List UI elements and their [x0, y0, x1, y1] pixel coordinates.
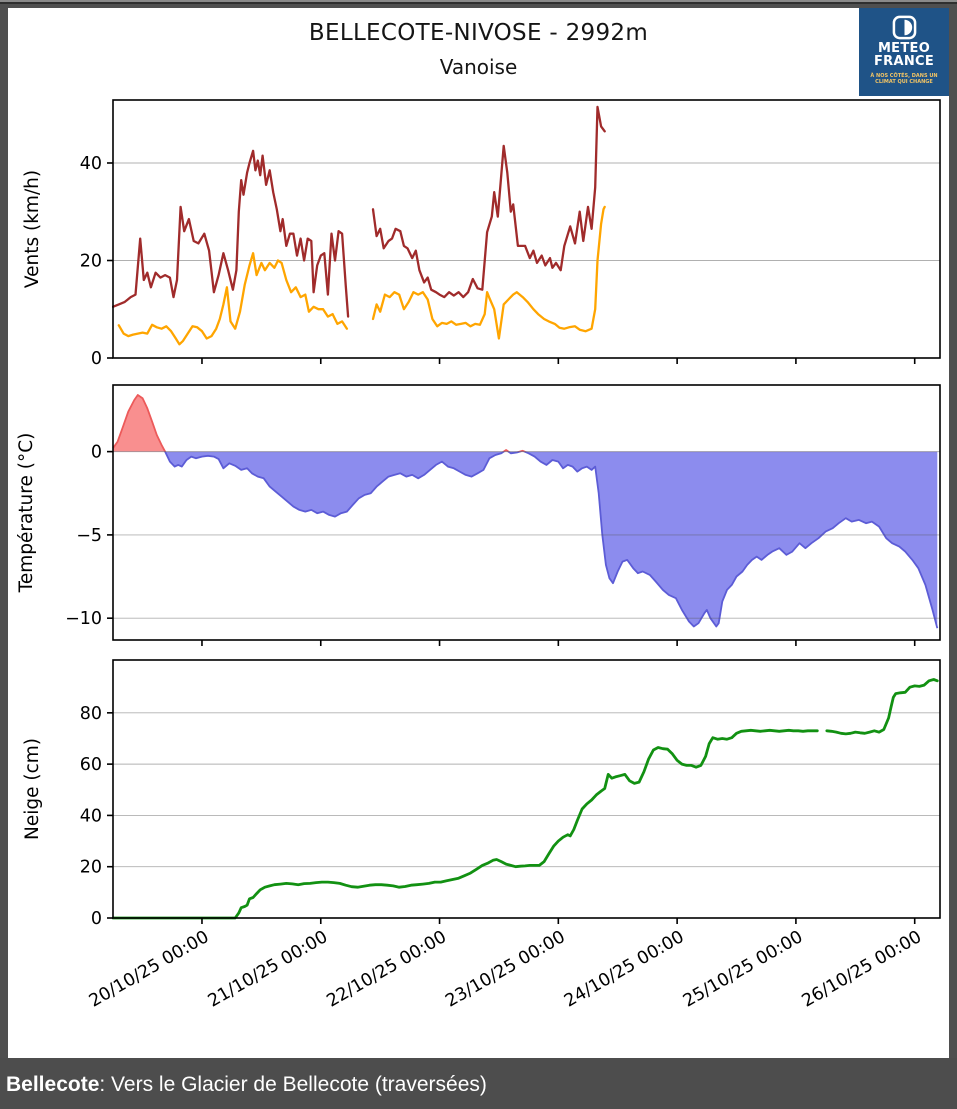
meteo-france-tagline: À NOS CÔTÉS, DANS UN CLIMAT QUI CHANGE	[859, 73, 949, 85]
vent moyen-line	[117, 252, 349, 346]
vent moyen-line	[371, 205, 606, 340]
figure-title: BELLECOTE-NIVOSE - 2992m	[308, 20, 649, 46]
rafales-line	[371, 105, 606, 299]
x-tick-label: 25/10/25 00:00	[680, 927, 807, 1012]
x-tick-label: 23/10/25 00:00	[442, 927, 569, 1012]
route-separator: :	[99, 1073, 112, 1096]
y-tick-label: 20	[80, 858, 102, 878]
tagline-line2: CLIMAT QUI CHANGE	[875, 79, 933, 85]
y-axis-label: Vents (km/h)	[22, 170, 43, 288]
tagline-line1: À NOS CÔTÉS, DANS UN	[870, 73, 938, 79]
axes-spine	[112, 99, 941, 359]
vent moyen-series	[117, 205, 606, 346]
y-tick-label: 40	[80, 806, 102, 826]
x-tick-label: 22/10/25 00:00	[323, 927, 450, 1012]
caption-bar: Bellecote: Vers le Glacier de Bellecote …	[0, 1058, 957, 1109]
y-tick-label: 80	[80, 704, 102, 724]
x-tick-label: 24/10/25 00:00	[561, 927, 688, 1012]
logo-line1: METEO	[877, 41, 931, 56]
rafales-line	[112, 149, 350, 318]
route-name: Bellecote	[6, 1073, 100, 1096]
x-tick-label: 21/10/25 00:00	[205, 927, 332, 1012]
figure-subtitle: Vanoise	[439, 55, 518, 79]
charts-canvas: 0 20 40 Vents (km/h) 0 −5 −10 Température (°C) 0…	[16, 99, 941, 1012]
y-tick-label: 40	[80, 154, 102, 174]
logo-line2: FRANCE	[873, 54, 935, 69]
x-tick-label: 20/10/25 00:00	[86, 927, 213, 1012]
y-tick-label: 0	[91, 909, 102, 929]
y-tick-label: 20	[80, 251, 102, 271]
hauteur de neige-line	[825, 678, 939, 736]
y-tick-label: 0	[91, 443, 102, 463]
temp-area-negative	[165, 451, 938, 629]
y-tick-label: 60	[80, 755, 102, 775]
y-tick-label: −10	[65, 609, 102, 629]
axes-spine	[112, 384, 941, 641]
meteo-france-logo: METEO FRANCE À NOS CÔTÉS, DANS UN CLIMAT…	[859, 8, 949, 96]
axes-spine	[112, 659, 941, 919]
window-top-shadow	[0, 2, 957, 4]
meteo-france-wordmark: METEO FRANCE	[859, 42, 949, 68]
y-axis-label: Neige (cm)	[22, 738, 43, 840]
y-tick-label: −5	[76, 526, 102, 546]
meteo-france-icon	[892, 15, 917, 40]
figure-panel: BELLECOTE-NIVOSE - 2992m Vanoise METEO F…	[8, 8, 949, 1058]
hauteur de neige-line	[112, 728, 819, 920]
hauteur de neige-series	[112, 678, 939, 920]
x-tick-label: 26/10/25 00:00	[799, 927, 926, 1012]
temp-line-negative	[164, 451, 939, 629]
route-description: Vers le Glacier de Bellecote (traversées…	[111, 1073, 487, 1096]
rafales-series	[112, 105, 606, 318]
y-tick-label: 0	[91, 349, 102, 369]
window-top-highlight	[0, 0, 957, 2]
y-axis-label: Température (°C)	[16, 433, 37, 594]
